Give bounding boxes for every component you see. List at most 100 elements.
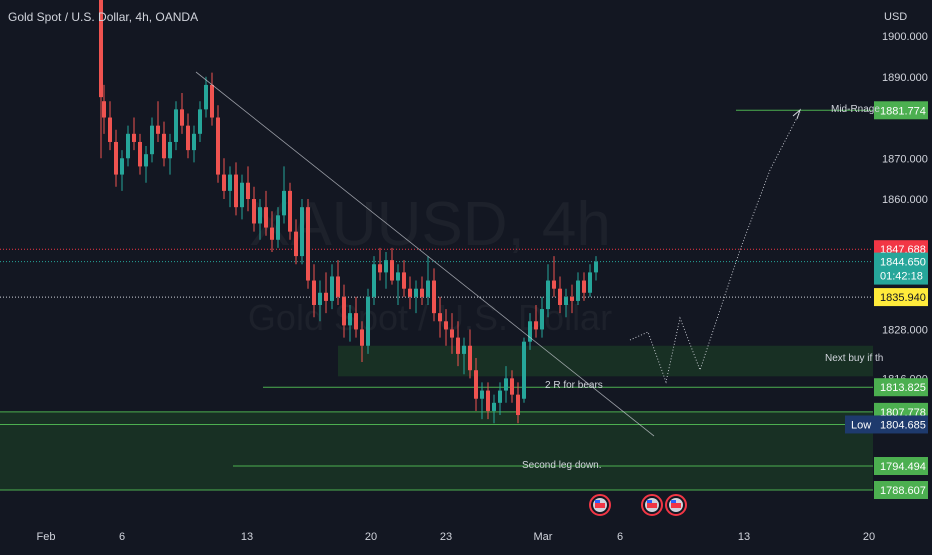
event-icon-us-2[interactable] — [641, 494, 663, 516]
candle-body — [354, 313, 358, 330]
x-tick-label: Mar — [534, 531, 553, 543]
candle-body — [186, 125, 190, 151]
candle-body — [516, 394, 520, 416]
annotation-second-leg: Second leg down. — [522, 460, 602, 471]
candle-body — [444, 321, 448, 330]
badge-text: 1794.494 — [880, 461, 926, 473]
chart-title: Gold Spot / U.S. Dollar, 4h, OANDA — [8, 10, 199, 24]
price-badge-second-leg: 1794.494 — [874, 457, 928, 476]
candle-body — [204, 84, 208, 110]
candle-body — [168, 141, 172, 159]
candle-body — [312, 280, 316, 305]
y-tick-label: 1860.000 — [882, 194, 928, 206]
candle-body — [504, 378, 508, 391]
event-icon-us-3[interactable] — [665, 494, 687, 516]
candle-body — [198, 109, 202, 134]
annotation-two-r: 2 R for bears — [545, 380, 603, 391]
candle-body — [570, 296, 574, 301]
candle-body — [258, 207, 262, 224]
candle-body — [216, 117, 220, 175]
candle-body — [360, 329, 364, 346]
badge-bg — [874, 415, 928, 434]
candle-body — [396, 272, 400, 281]
candle-body — [384, 260, 388, 273]
candle-body — [390, 260, 394, 281]
price-badge-level-1788: 1788.607 — [874, 481, 928, 499]
candle-body — [372, 264, 376, 297]
annotation-next-buy: Next buy if th — [825, 353, 883, 364]
y-tick-label: 1870.000 — [882, 153, 928, 165]
candle-body — [132, 133, 136, 142]
badge-bg — [874, 457, 928, 476]
badge-text: 1844.650 — [880, 257, 926, 269]
candle-body — [474, 370, 478, 399]
x-tick-label: 20 — [863, 531, 875, 543]
drawings-layer — [195, 71, 802, 437]
candle-body — [162, 133, 166, 159]
candle-body — [528, 321, 532, 342]
badge-bg — [845, 415, 874, 434]
x-axis[interactable]: Feb 6 13 20 23 Mar 6 13 20 — [37, 531, 876, 543]
price-badge-two-r: 1813.825 — [874, 378, 928, 397]
candles-layer — [99, 0, 598, 424]
candle-body — [420, 288, 424, 297]
candle-body — [120, 158, 124, 175]
candle-body — [342, 296, 346, 326]
candle-body — [486, 390, 490, 411]
watermark-name: Gold Spot / U.S. Dollar — [248, 297, 612, 338]
candle-body — [348, 313, 352, 326]
candle-body — [558, 288, 562, 305]
x-tick-label: 13 — [241, 531, 253, 543]
candle-body — [564, 296, 568, 305]
x-tick-label: Feb — [37, 531, 56, 543]
badge-text: 1788.607 — [880, 485, 926, 497]
candle-body — [99, 0, 103, 98]
candle-body — [510, 378, 514, 395]
candle-body — [102, 101, 106, 118]
candle-body — [144, 154, 148, 167]
candle-body — [546, 280, 550, 310]
price-badge-yellow: 1835.940 — [874, 288, 928, 307]
candle-body — [408, 288, 412, 297]
projection-arrowhead — [792, 108, 802, 120]
candle-body — [324, 292, 328, 301]
candle-body — [252, 199, 256, 224]
low-label-text: Low — [851, 419, 871, 431]
candle-body — [468, 345, 472, 371]
candle-body — [582, 280, 586, 293]
candle-body — [114, 141, 118, 175]
candle-body — [594, 261, 598, 273]
candle-body — [282, 190, 286, 216]
levels-layer — [0, 109, 873, 491]
candle-body — [246, 182, 250, 200]
candle-body — [180, 109, 184, 126]
zone-support — [0, 411, 873, 491]
candle-body — [174, 109, 178, 142]
candle-body — [270, 227, 274, 240]
candle-body — [576, 280, 580, 301]
candle-body — [192, 133, 196, 151]
x-tick-label: 20 — [365, 531, 377, 543]
candle-body — [210, 84, 214, 118]
candle-body — [498, 390, 502, 403]
candle-body — [432, 280, 436, 314]
candle-body — [480, 390, 484, 399]
candle-body — [438, 313, 442, 322]
candle-body — [228, 174, 232, 191]
candle-body — [138, 141, 142, 167]
candle-body — [414, 288, 418, 297]
candle-body — [402, 272, 406, 289]
x-tick-label: 13 — [738, 531, 750, 543]
candle-body — [150, 125, 154, 155]
badge-text: 1881.774 — [880, 105, 926, 117]
low-label: Low — [845, 415, 874, 434]
candle-body — [522, 341, 526, 399]
event-icon-us-1[interactable] — [589, 494, 611, 516]
candle-body — [300, 207, 304, 257]
candle-body — [552, 280, 556, 289]
candle-body — [294, 231, 298, 257]
candle-body — [378, 264, 382, 273]
candle-body — [240, 182, 244, 208]
